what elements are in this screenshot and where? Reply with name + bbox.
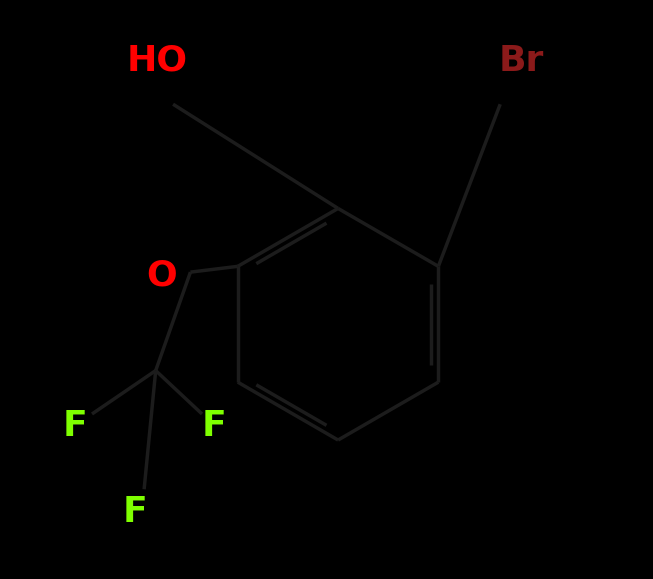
Text: F: F bbox=[201, 409, 226, 442]
Text: F: F bbox=[62, 409, 87, 442]
Text: F: F bbox=[123, 496, 148, 529]
Text: HO: HO bbox=[127, 44, 188, 78]
Text: Br: Br bbox=[498, 44, 544, 78]
Text: O: O bbox=[146, 258, 177, 292]
